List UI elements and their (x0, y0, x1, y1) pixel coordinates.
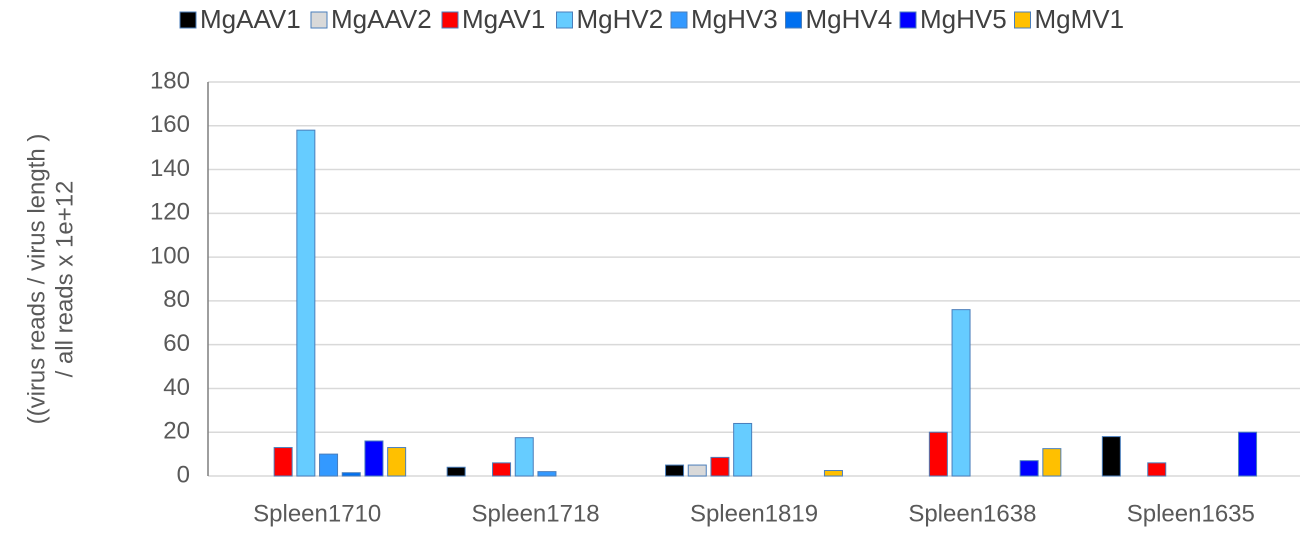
y-tick-label: 40 (163, 374, 190, 401)
bar (319, 453, 339, 477)
bar (1238, 431, 1258, 477)
legend-swatch (441, 11, 459, 29)
y-tick-label: 20 (163, 418, 190, 445)
y-tick-label: 160 (150, 111, 190, 138)
legend-label: MgAAV1 (200, 4, 301, 34)
legend-label: MgHV4 (806, 4, 893, 34)
bar (514, 437, 534, 477)
legend-swatch (556, 11, 573, 29)
bar (296, 129, 316, 477)
bar (687, 464, 707, 477)
legend-label: MgHV3 (691, 4, 778, 34)
y-axis-label: / all reads x 1e+12 (51, 181, 78, 378)
y-tick-label: 180 (150, 67, 190, 94)
bar (1147, 462, 1167, 477)
y-tick-label: 140 (150, 155, 190, 182)
x-tick-label: Spleen1718 (472, 500, 600, 527)
y-axis-label: ((virus reads / virus length ) (23, 134, 50, 425)
bar (928, 431, 948, 477)
legend-swatch (785, 11, 802, 29)
bar (341, 472, 361, 477)
bar (733, 422, 753, 477)
bar (1101, 436, 1121, 477)
x-tick-label: Spleen1635 (1127, 500, 1255, 527)
bar (823, 470, 843, 477)
legend-label: MgMV1 (1035, 4, 1125, 34)
y-tick-label: 100 (150, 242, 190, 269)
legend-label: MgAAV2 (331, 4, 432, 34)
legend-swatch (310, 11, 328, 29)
legend-swatch (1014, 11, 1031, 29)
bar (364, 440, 384, 477)
bar (1019, 460, 1039, 477)
legend-label: MgHV5 (920, 4, 1007, 34)
x-tick-label: Spleen1710 (253, 500, 381, 527)
y-tick-label: 0 (177, 461, 190, 488)
y-tick-label: 120 (150, 199, 190, 226)
legend-label: MgHV2 (577, 4, 664, 34)
x-tick-label: Spleen1819 (690, 500, 818, 527)
bar (273, 447, 293, 477)
bar (1042, 448, 1062, 477)
bar (665, 464, 685, 477)
y-tick-label: 80 (163, 286, 190, 313)
bar (387, 447, 407, 477)
bar (710, 456, 730, 477)
y-tick-label: 60 (163, 330, 190, 357)
legend-swatch (899, 11, 917, 29)
legend-swatch (670, 11, 688, 29)
legend-swatch (179, 11, 197, 29)
bar (537, 471, 557, 477)
bar (951, 309, 971, 477)
legend-label: MgAV1 (462, 4, 545, 34)
bar (446, 466, 466, 477)
x-tick-label: Spleen1638 (908, 500, 1036, 527)
bar (492, 462, 512, 477)
